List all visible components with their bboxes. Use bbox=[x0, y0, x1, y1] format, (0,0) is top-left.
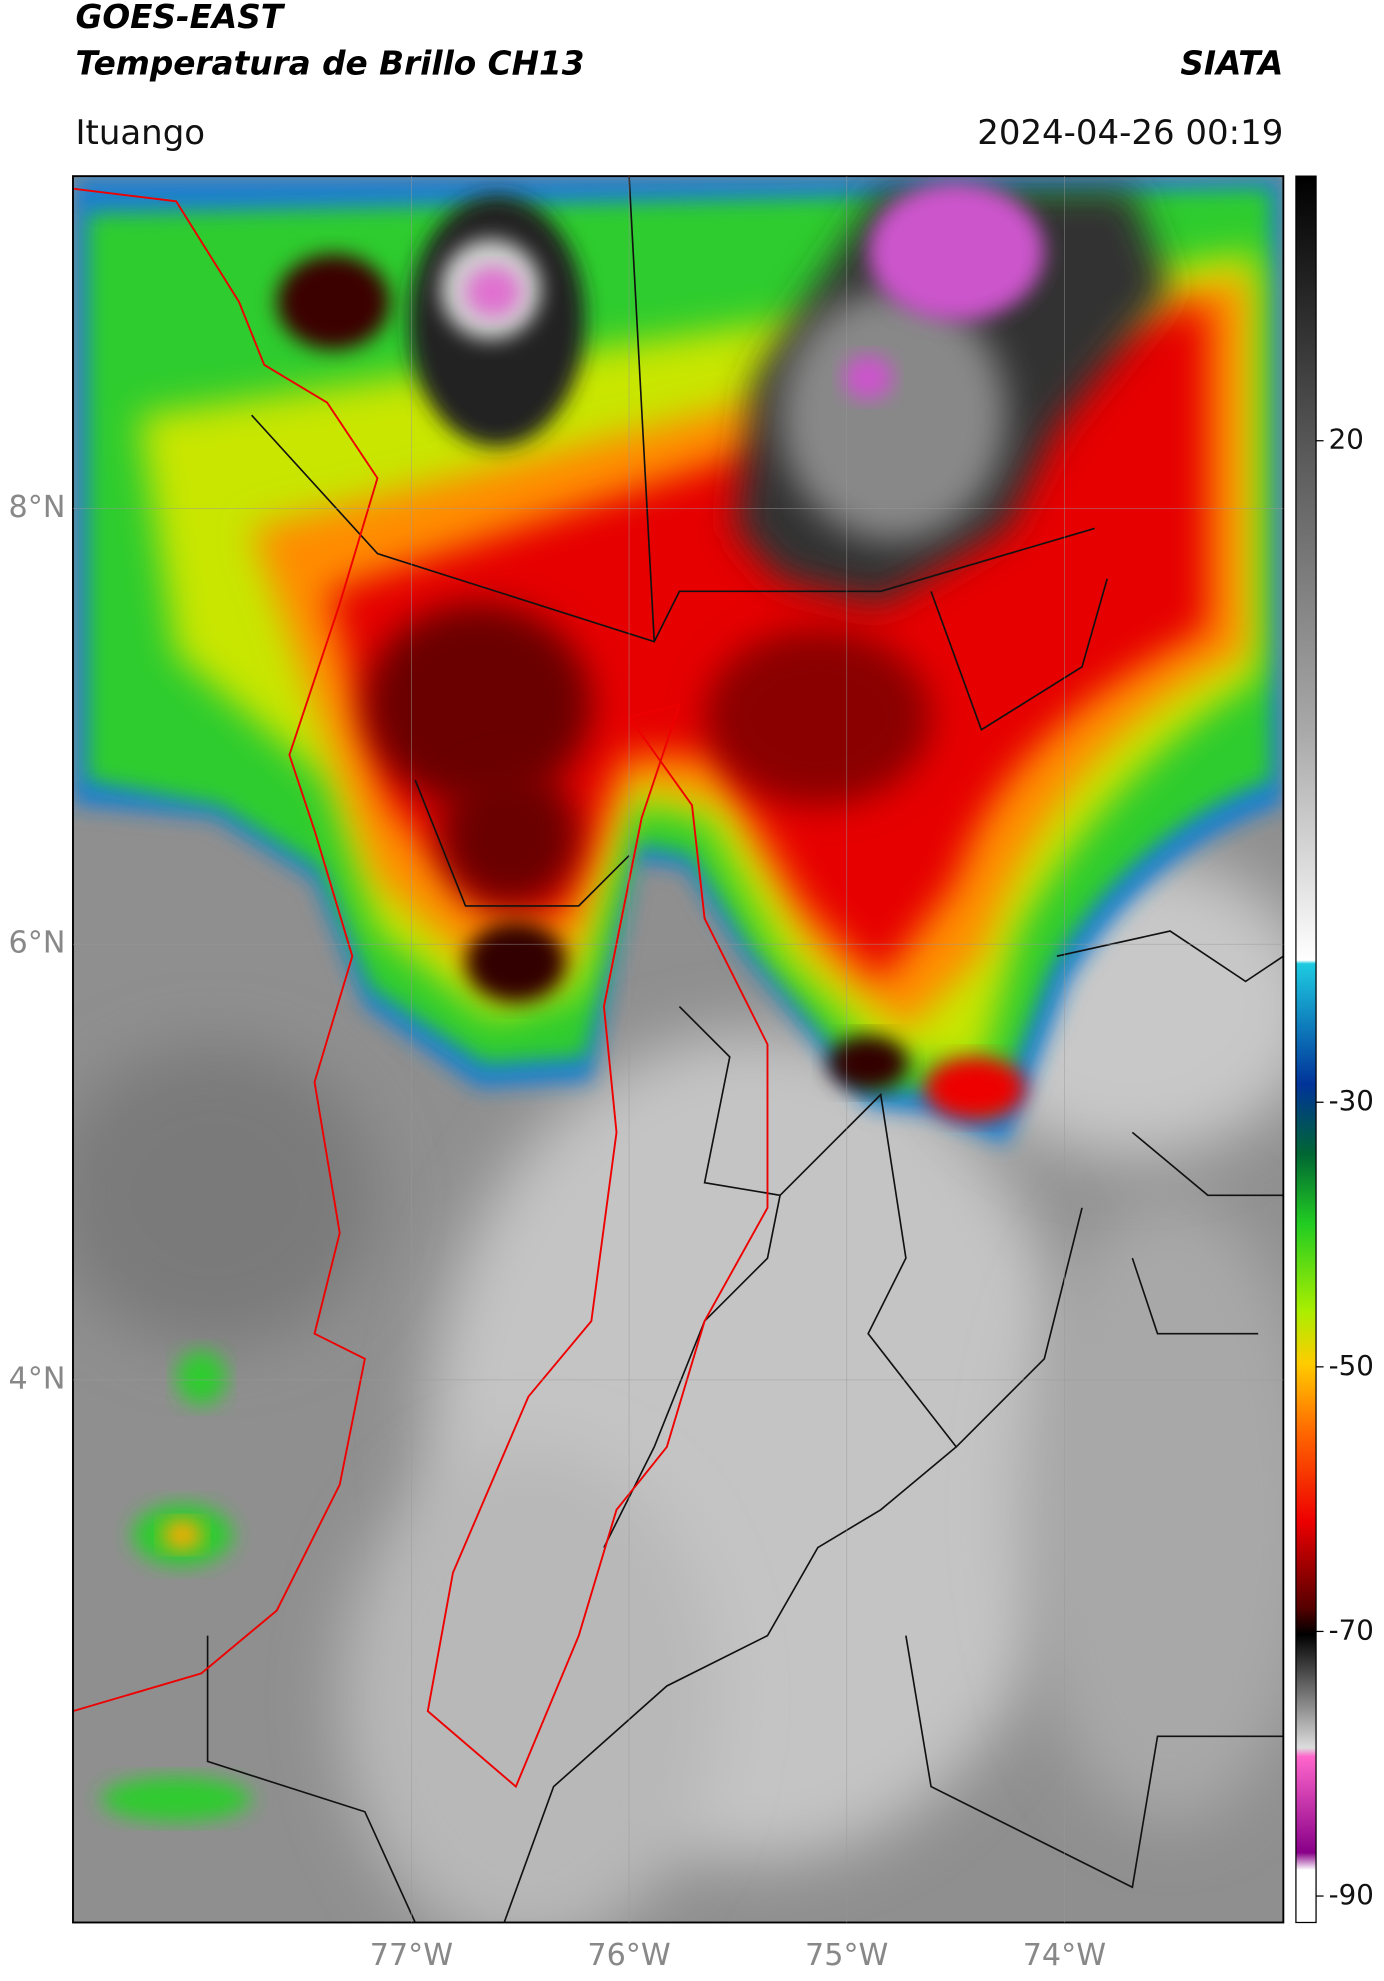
colorbar-tick-label: -30 bbox=[1329, 1084, 1374, 1117]
datetime: 2024-04-26 00:19 bbox=[977, 113, 1283, 153]
lon-tick-label: 76°W bbox=[587, 1938, 670, 1973]
brand: SIATA bbox=[1180, 44, 1283, 82]
map-frame bbox=[72, 175, 1285, 1924]
lat-tick-label: 4°N bbox=[9, 1361, 66, 1396]
colorbar-tick-label: -50 bbox=[1329, 1349, 1374, 1382]
colorbar bbox=[1295, 175, 1317, 1924]
title: GOES-EAST bbox=[75, 0, 285, 36]
satellite-image bbox=[72, 176, 1284, 1923]
location: Ituango bbox=[75, 113, 205, 153]
colorbar-tick-label: 20 bbox=[1329, 423, 1364, 456]
lon-tick-label: 75°W bbox=[805, 1938, 888, 1973]
lon-tick-label: 74°W bbox=[1023, 1938, 1106, 1973]
lat-tick-label: 8°N bbox=[9, 490, 66, 525]
colorbar-tick-label: -70 bbox=[1329, 1613, 1374, 1646]
colorbar-tick-label: -90 bbox=[1329, 1878, 1374, 1911]
subtitle: Temperatura de Brillo CH13 bbox=[75, 44, 584, 82]
lat-tick-label: 6°N bbox=[9, 926, 66, 961]
lon-tick-label: 77°W bbox=[370, 1938, 453, 1973]
